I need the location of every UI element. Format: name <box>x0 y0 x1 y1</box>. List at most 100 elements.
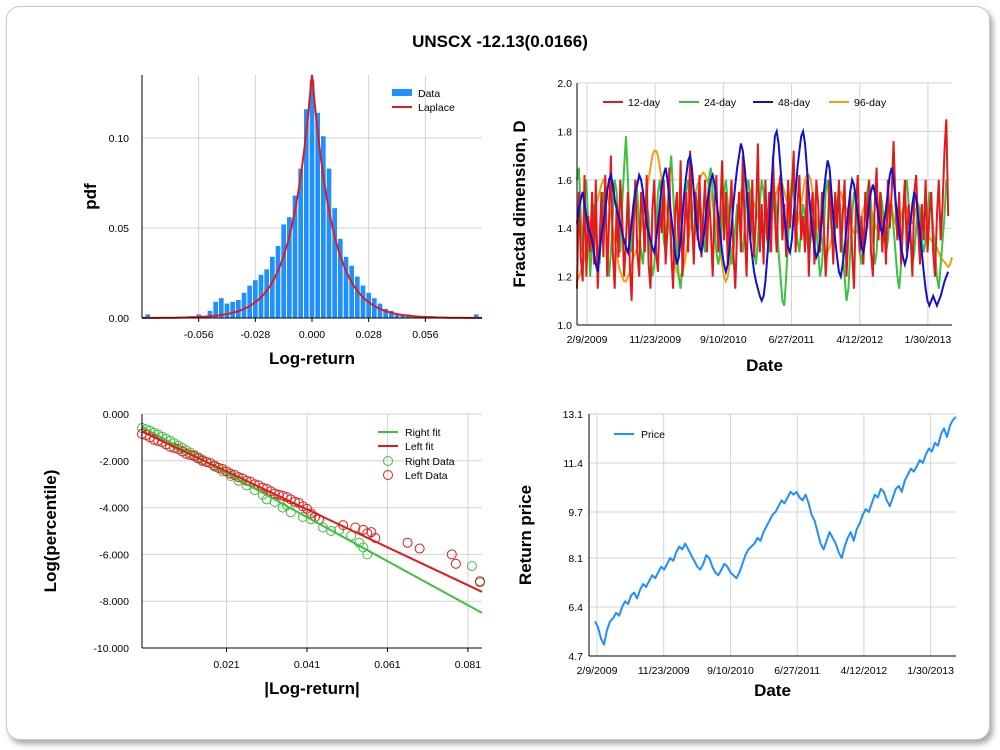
price-x-axis-label: Date <box>754 681 791 700</box>
figure-title: UNSCX -12.13(0.0166) <box>412 32 588 51</box>
hist-bar <box>474 314 479 318</box>
price-y-tick-label: 4.7 <box>568 651 583 663</box>
tail-x-tick-label: 0.021 <box>213 659 239 671</box>
price-x-tick-label: 1/30/2013 <box>907 665 954 677</box>
hist-bar <box>253 280 258 318</box>
hist-bar <box>349 265 354 318</box>
fractal-y-tick-label: 1.4 <box>557 223 572 235</box>
price-y-tick-label: 6.4 <box>568 602 583 614</box>
left-data-point <box>474 576 485 587</box>
right-data-point <box>466 561 477 572</box>
hist-bar <box>224 303 230 318</box>
price-y-axis-label: Return price <box>516 485 535 585</box>
left-data-point <box>402 537 413 548</box>
hist-bar <box>315 112 320 318</box>
hist-y-axis-label: pdf <box>81 183 100 210</box>
tail-x-tick-label: 0.061 <box>374 659 400 671</box>
hist-bar <box>383 309 388 318</box>
fractal-series-12-day <box>576 119 950 301</box>
hist-y-tick-label: 0.00 <box>109 313 130 325</box>
laplace-fit-line <box>142 74 482 319</box>
legend-96-day-label: 96-day <box>854 97 887 109</box>
histogram-panel: -0.056 -0.028 0.000 0.028 0.056 0.00 0.05 0.10 D… <box>81 74 482 368</box>
fractal-x-tick-label: 9/10/2010 <box>700 334 747 346</box>
tail-y-tick-label: 0.000 <box>103 409 129 421</box>
fractal-x-axis-label: Date <box>746 356 783 375</box>
hist-bar <box>264 269 269 318</box>
price-line <box>594 416 957 646</box>
hist-bar <box>326 168 332 318</box>
legend-right-data-swatch <box>383 456 393 466</box>
fractal-x-tick-label: 11/23/2009 <box>629 334 681 346</box>
chart-frame <box>6 6 990 740</box>
hist-bar <box>207 310 213 318</box>
tail-y-tick-label: -10.000 <box>93 643 129 655</box>
hist-bar <box>366 292 371 318</box>
hist-bar <box>389 310 394 318</box>
tail-x-tick-label: 0.041 <box>294 659 320 671</box>
price-y-tick-label: 11.4 <box>563 458 583 470</box>
hist-x-tick-label: 0.000 <box>299 329 325 341</box>
price-x-tick-label: 9/10/2010 <box>707 665 754 677</box>
hist-bar <box>247 285 252 318</box>
hist-x-tick-label: 0.028 <box>356 329 382 341</box>
legend-price-label: Price <box>641 429 665 441</box>
hist-y-tick-label: 0.05 <box>109 223 130 235</box>
tail-y-tick-label: -6.000 <box>99 549 129 561</box>
fractal-y-tick-label: 1.8 <box>557 126 572 138</box>
fractal-x-tick-label: 4/12/2012 <box>836 334 883 346</box>
hist-bar <box>304 109 309 318</box>
hist-bar <box>281 224 286 318</box>
fractal-x-tick-label: 6/27/2011 <box>769 334 815 346</box>
hist-bar <box>309 80 315 319</box>
tail-y-tick-label: -2.000 <box>99 456 129 468</box>
hist-bar <box>145 314 150 318</box>
tail-y-axis-label: Log(percentile) <box>41 470 60 593</box>
tail-x-axis-label: |Log-return| <box>264 679 359 698</box>
price-y-tick-label: 8.1 <box>568 553 583 565</box>
legend-24-day-label: 24-day <box>704 97 737 109</box>
legend-12-day-label: 12-day <box>628 97 661 109</box>
price-x-tick-label: 11/23/2009 <box>638 665 690 677</box>
fractal-series-48-day <box>576 127 950 309</box>
legend-right-data-label: Right Data <box>405 456 455 468</box>
price-x-tick-label: 6/27/2011 <box>774 665 820 677</box>
legend-laplace-label: Laplace <box>418 102 455 114</box>
hist-bar <box>292 195 298 318</box>
fractal-x-tick-label: 2/9/2009 <box>567 334 608 346</box>
hist-bar <box>332 208 337 318</box>
tail-fit-panel: 0.021 0.041 0.061 0.081 0.000 -2.000 -4.000 -6.… <box>41 409 485 698</box>
hist-bar <box>287 217 292 318</box>
hist-y-tick-label: 0.10 <box>109 133 130 145</box>
hist-x-axis-label: Log-return <box>269 349 355 368</box>
price-x-tick-label: 2/9/2009 <box>577 665 618 677</box>
hist-x-tick-label: 0.056 <box>412 329 438 341</box>
hist-x-tick-label: -0.056 <box>184 329 214 341</box>
hist-x-tick-label: -0.028 <box>240 329 270 341</box>
fractal-y-axis-label: Fractal dimension, D <box>510 120 529 287</box>
legend-right-fit-label: Right fit <box>405 427 441 439</box>
right-data-point <box>326 526 337 536</box>
hist-bar <box>355 276 360 318</box>
hist-bar <box>343 256 349 318</box>
legend-left-data-swatch <box>383 470 393 480</box>
legend-data-label: Data <box>418 88 440 100</box>
return-price-panel: 2/9/2009 11/23/2009 9/10/2010 6/27/2011 4/12… <box>516 409 957 700</box>
price-y-tick-label: 13.1 <box>563 409 584 421</box>
hist-bar <box>275 246 281 318</box>
hist-bar <box>230 301 235 318</box>
left-data-point <box>414 543 425 554</box>
legend-data-swatch <box>392 89 412 96</box>
hist-bar <box>219 298 224 318</box>
tail-x-tick-label: 0.081 <box>455 659 481 671</box>
tail-y-tick-label: -4.000 <box>99 503 129 515</box>
price-x-tick-label: 4/12/2012 <box>841 665 888 677</box>
hist-bar <box>372 298 377 318</box>
legend-left-fit-label: Left fit <box>405 441 434 453</box>
hist-bar <box>213 301 218 318</box>
hist-bar <box>236 300 241 318</box>
fractal-y-tick-label: 2.0 <box>557 78 572 90</box>
legend-left-data-label: Left Data <box>405 470 448 482</box>
left-fit-line <box>141 430 483 593</box>
